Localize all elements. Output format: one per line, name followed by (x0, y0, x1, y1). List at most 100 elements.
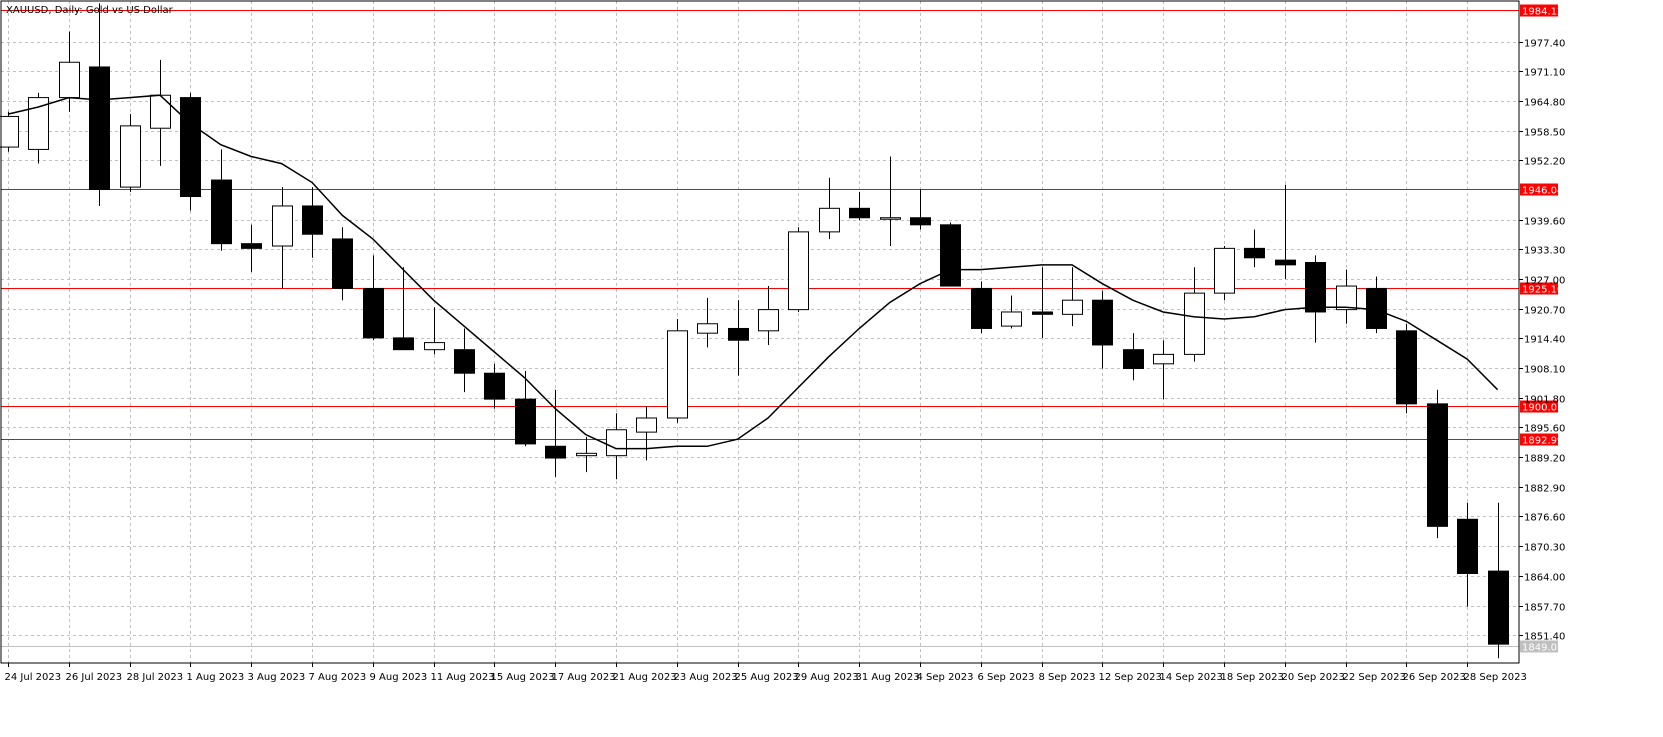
candle (697, 297, 718, 348)
candle-body-bull (272, 205, 293, 247)
x-tick-label: 1 Aug 2023 (187, 672, 245, 683)
x-tick-label: 23 Aug 2023 (674, 672, 738, 683)
y-tick-label: 1977.40 (1524, 39, 1565, 50)
candle (576, 436, 597, 473)
x-tick-label: 22 Sep 2023 (1343, 672, 1406, 683)
level-price-tag (1520, 282, 1558, 295)
level-price-label: 1892.99 (1522, 436, 1563, 447)
y-tick-label: 1876.60 (1524, 513, 1565, 524)
candle (1062, 267, 1083, 327)
candle (910, 189, 931, 230)
horizontal-lines-layer: 1984.12 1946.04 1925.10 1900.07 1892.99 1849.… (1, 4, 1563, 654)
candle (28, 92, 49, 164)
plot-frame (0, 0, 1520, 664)
candle (819, 177, 840, 239)
x-tick-label: 21 Aug 2023 (613, 672, 677, 683)
candle-body-bull (1062, 299, 1083, 315)
candle (940, 222, 961, 287)
candle-body-bear (1032, 311, 1053, 315)
candle-body-bear (1305, 262, 1326, 313)
moving-average-line (7, 94, 1499, 450)
candle-body-bull (120, 125, 141, 188)
candle (120, 114, 141, 192)
candle-body-bear (332, 238, 353, 289)
candle-body-bull (697, 323, 718, 334)
y-tick-label: 1914.40 (1524, 335, 1565, 346)
x-tick-label: 29 Aug 2023 (795, 672, 859, 683)
candle (1153, 340, 1174, 400)
candle-body-bull (667, 330, 688, 419)
candle-body-bull (1184, 292, 1205, 355)
candle-body-bear (302, 205, 323, 235)
level-price-label: 1946.04 (1522, 186, 1563, 197)
candle (728, 300, 749, 376)
candle-body-bull (150, 94, 171, 129)
candle-body-bull (606, 429, 627, 457)
candle-body-bull (59, 61, 80, 99)
candle (788, 227, 809, 312)
candle-body-bear (393, 337, 414, 351)
candle-body-bull (1336, 285, 1357, 311)
candle-body-bear (1488, 570, 1509, 645)
candle (211, 149, 232, 251)
candle (0, 111, 19, 152)
candle (1214, 246, 1235, 301)
candle (1123, 333, 1144, 381)
x-tick-label: 4 Sep 2023 (917, 672, 974, 683)
chart-title: XAUUSD, Daily: Gold vs US Dollar (6, 5, 174, 16)
candles-layer (0, 3, 1509, 659)
x-tick-label: 31 Aug 2023 (856, 672, 920, 683)
x-tick-label: 24 Jul 2023 (5, 672, 62, 683)
y-tick-label: 1864.00 (1524, 573, 1565, 584)
level-price-tag (1520, 183, 1558, 196)
candle (1032, 267, 1053, 338)
candle-body-bear (971, 287, 992, 329)
candle-body-bull (1153, 353, 1174, 365)
candle (241, 224, 262, 272)
y-axis: 1977.40 1971.10 1964.80 1958.50 1952.20 1939.… (1519, 39, 1565, 643)
candle-body-bear (515, 398, 536, 445)
candle (484, 363, 505, 409)
candle-body-bear (1092, 299, 1113, 346)
level-price-label: 1900.07 (1522, 403, 1563, 414)
x-tick-label: 15 Aug 2023 (491, 672, 555, 683)
candle (150, 59, 171, 166)
candle (636, 406, 657, 461)
y-tick-label: 1870.30 (1524, 543, 1565, 554)
candle-body-bear (180, 97, 201, 198)
x-tick-label: 17 Aug 2023 (552, 672, 616, 683)
candle (180, 92, 201, 211)
candle (89, 3, 110, 206)
current-price-tag (1520, 640, 1558, 653)
x-tick-label: 28 Jul 2023 (127, 672, 184, 683)
level-price-label: 1925.10 (1522, 285, 1563, 296)
grid-layer (1, 1, 1519, 663)
candle-body-bear (1244, 247, 1265, 259)
candle (1275, 184, 1296, 279)
candle (1305, 255, 1326, 343)
candle (849, 191, 870, 221)
x-tick-label: 20 Sep 2023 (1282, 672, 1345, 683)
candle-body-bear (484, 372, 505, 400)
y-tick-label: 1971.10 (1524, 68, 1565, 79)
candle-body-bear (728, 327, 749, 341)
x-tick-label: 12 Sep 2023 (1099, 672, 1162, 683)
candle (971, 281, 992, 334)
y-tick-label: 1952.20 (1524, 157, 1565, 168)
y-tick-label: 1933.30 (1524, 246, 1565, 257)
candle (545, 389, 566, 477)
candle-body-bear (1275, 259, 1296, 266)
candle-body-bear (211, 179, 232, 245)
candle (1457, 502, 1478, 607)
candle-body-bull (1214, 247, 1235, 294)
candle (1184, 267, 1205, 362)
candle (758, 286, 779, 345)
candle (454, 328, 475, 393)
y-tick-label: 1920.70 (1524, 306, 1565, 317)
candle (880, 156, 901, 247)
x-tick-label: 25 Aug 2023 (735, 672, 799, 683)
x-tick-label: 28 Sep 2023 (1464, 672, 1527, 683)
